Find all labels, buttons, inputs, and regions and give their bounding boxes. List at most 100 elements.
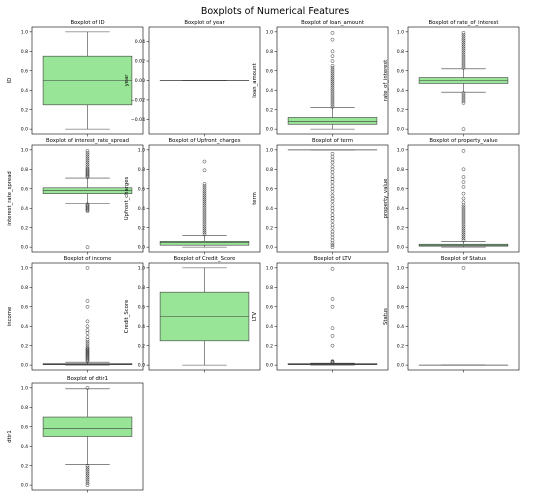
axes-frame <box>31 144 144 253</box>
outlier-point <box>330 49 335 54</box>
axes-frame <box>31 262 144 371</box>
outlier-point <box>461 236 466 241</box>
outlier-point <box>461 191 466 196</box>
outlier-point <box>330 229 335 234</box>
y-tick-label: 0.2 <box>138 225 145 231</box>
outlier-point <box>202 193 207 198</box>
outlier-point <box>330 101 335 105</box>
y-axis-label: income <box>7 307 13 326</box>
outlier-point <box>330 232 335 237</box>
y-tick-label: 0.2 <box>21 107 28 113</box>
y-tick-label: 0.6 <box>266 304 273 310</box>
chart-panel: Boxplot of rate_of_interest rate_of_inter… <box>383 20 520 137</box>
y-tick-label: 0.4 <box>266 324 273 330</box>
y-tick-label: 0.8 <box>138 167 145 173</box>
outlier-point <box>202 189 207 194</box>
y-axis-label: interest_rate_spread <box>7 171 13 225</box>
axes-frame <box>148 262 261 371</box>
y-tick-label: 0.6 <box>21 186 28 192</box>
outlier-point <box>85 356 90 361</box>
outlier-point <box>85 209 90 213</box>
y-tick-label: 0.8 <box>266 167 273 173</box>
outlier-point <box>330 206 335 211</box>
outlier-point <box>202 232 207 237</box>
outlier-point <box>330 79 335 84</box>
y-tick-label: 0.2 <box>21 463 28 469</box>
outlier-point <box>202 209 207 213</box>
outlier-point <box>461 215 466 219</box>
outlier-point <box>330 154 335 159</box>
outlier-point <box>461 205 466 210</box>
outlier-point <box>85 357 90 362</box>
outlier-point <box>330 241 335 246</box>
y-tick-label: 0.2 <box>266 107 273 113</box>
outlier-point <box>202 185 207 190</box>
y-tick-label: 0.4 <box>397 324 404 330</box>
axes-frame <box>276 26 389 135</box>
y-tick-label: 0.0 <box>397 127 404 133</box>
y-tick-label: 0.2 <box>397 107 404 113</box>
outlier-point <box>85 170 90 175</box>
y-tick-label: 0.0 <box>397 245 404 251</box>
outlier-point <box>202 213 207 217</box>
chart-panel: Boxplot of term term 0.0 0.2 0.4 0.6 0.8 1.0 <box>252 138 389 255</box>
outlier-point <box>85 266 90 270</box>
outlier-point <box>85 202 90 207</box>
outlier-point <box>461 238 466 243</box>
outlier-point <box>85 304 90 309</box>
outlier-point <box>461 60 466 64</box>
outlier-point <box>461 34 466 39</box>
outlier-point <box>202 191 207 196</box>
outlier-point <box>202 226 207 231</box>
outlier-point <box>461 127 466 131</box>
outlier-point <box>330 67 335 72</box>
y-tick-label: 0.6 <box>397 68 404 74</box>
chart-panel: Boxplot of Status Status 0.0 0.2 0.4 0.6 0.8 1.… <box>383 256 520 373</box>
outlier-point <box>330 75 335 80</box>
y-tick-label: 1.0 <box>397 265 404 271</box>
y-tick-label: 0.8 <box>138 285 145 291</box>
y-tick-label: 0.4 <box>266 206 273 212</box>
outlier-point <box>85 171 90 176</box>
outlier-point <box>330 222 335 227</box>
outlier-point <box>461 36 466 41</box>
chart-panel: Boxplot of dtir1 dtir1 0.0 0.2 0.4 0.6 0.8 1.0 <box>7 376 144 493</box>
y-axis-label: Status <box>383 308 389 325</box>
outlier-point <box>330 196 335 201</box>
outlier-point <box>330 213 335 217</box>
outlier-point <box>461 95 466 99</box>
outlier-point <box>202 230 207 235</box>
outlier-point <box>461 211 466 215</box>
outlier-point <box>85 204 90 209</box>
outlier-point <box>202 220 207 225</box>
y-tick-label: 0.4 <box>397 88 404 94</box>
chart-panel: Boxplot of year year −0.04 −0.02 0.00 0.02 0.0… <box>124 20 261 137</box>
outlier-point <box>461 209 466 213</box>
y-tick-label: 0.0 <box>21 245 28 251</box>
y-axis-label: ID <box>7 78 13 84</box>
outlier-point <box>85 473 90 478</box>
y-tick-label: 0.8 <box>21 405 28 411</box>
outlier-point <box>85 481 90 486</box>
outlier-point <box>85 173 90 178</box>
axes-frame <box>31 382 144 491</box>
outlier-point <box>330 235 335 240</box>
outlier-point <box>461 66 466 70</box>
outlier-point <box>330 85 335 90</box>
outlier-point <box>85 175 90 179</box>
y-tick-label: 0.0 <box>266 127 273 133</box>
outlier-point <box>461 48 466 53</box>
outlier-point <box>85 205 90 210</box>
iqr-box <box>287 117 378 125</box>
outlier-point <box>85 465 90 470</box>
axes-frame <box>31 26 144 135</box>
outlier-point <box>330 71 335 76</box>
y-tick-label: 1.0 <box>21 265 28 271</box>
chart-title: Boxplot of Credit_Score <box>174 256 236 262</box>
outlier-point <box>85 169 90 174</box>
y-tick-label: 0.4 <box>138 324 145 330</box>
outlier-point <box>85 479 90 484</box>
outlier-point <box>330 193 335 198</box>
chart-panel: Boxplot of property_value property_value 0… <box>383 138 520 255</box>
outlier-point <box>330 151 335 156</box>
